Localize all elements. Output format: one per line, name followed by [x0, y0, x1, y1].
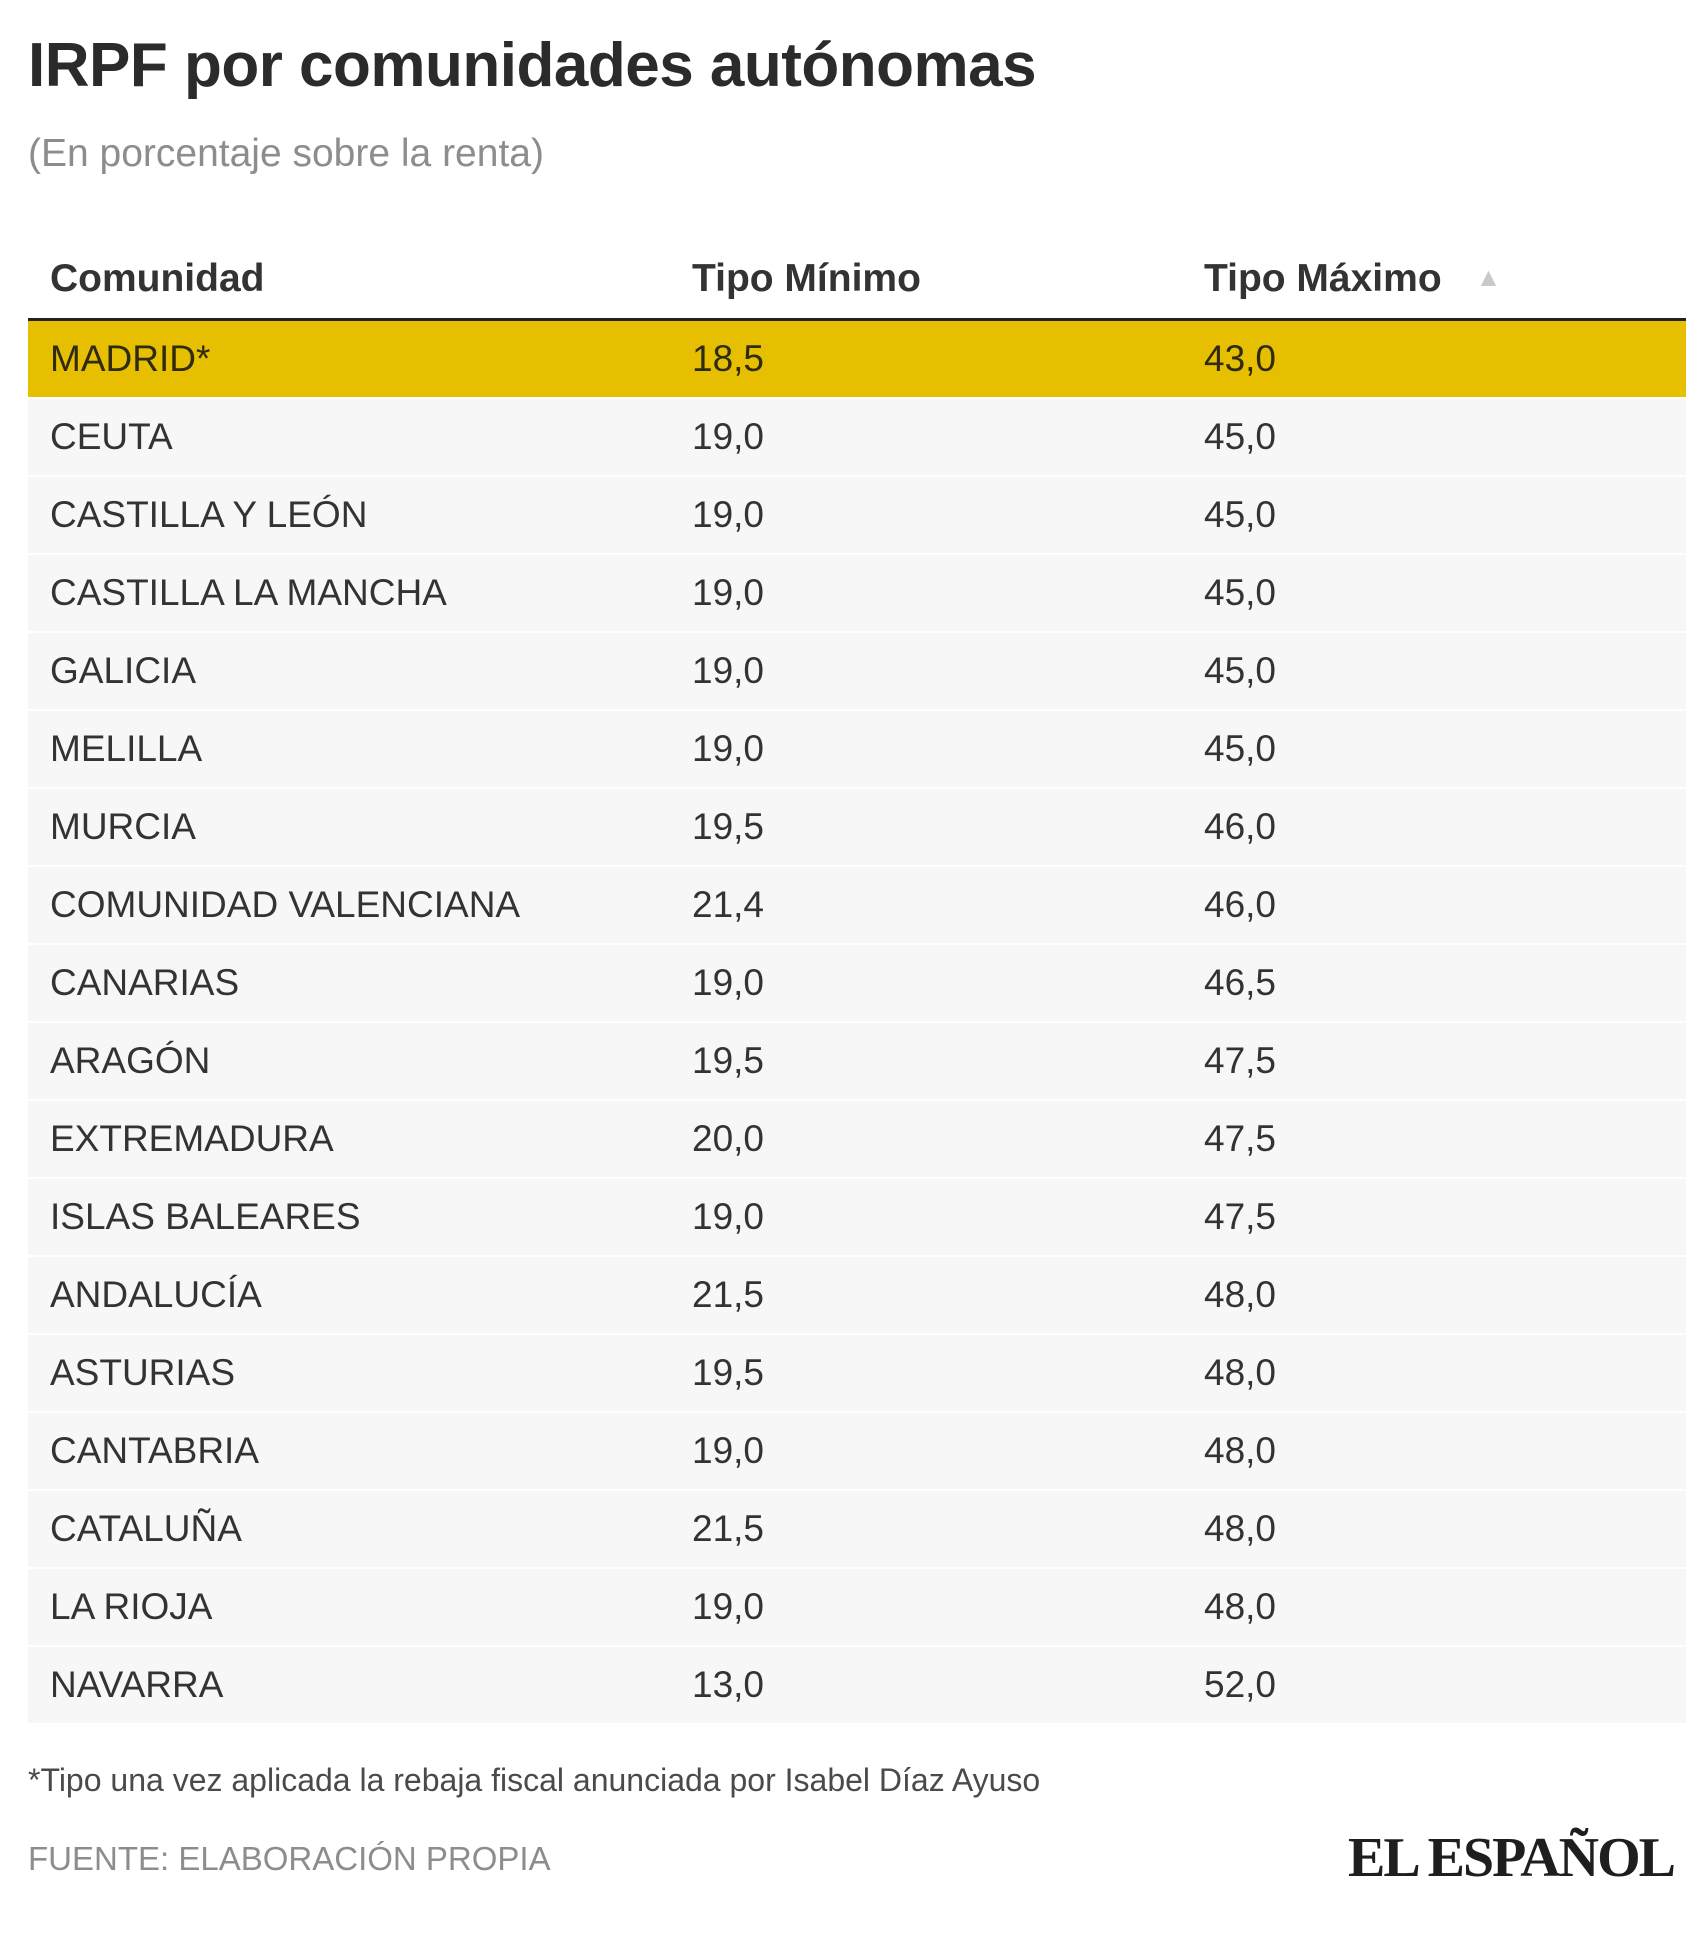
cell-comunidad: CANTABRIA: [28, 1412, 670, 1491]
cell-comunidad: LA RIOJA: [28, 1568, 670, 1647]
table-row: CASTILLA LA MANCHA 19,0 45,0: [28, 554, 1686, 633]
table-row: NAVARRA 13,0 52,0: [28, 1646, 1686, 1725]
cell-tipo-minimo: 19,5: [670, 788, 1182, 867]
cell-comunidad: MURCIA: [28, 788, 670, 867]
cell-comunidad: GALICIA: [28, 632, 670, 711]
cell-comunidad: CASTILLA LA MANCHA: [28, 554, 670, 633]
cell-tipo-minimo: 19,0: [670, 554, 1182, 633]
cell-tipo-minimo: 19,5: [670, 1334, 1182, 1413]
cell-tipo-minimo: 19,0: [670, 1178, 1182, 1257]
table-row: ASTURIAS 19,5 48,0: [28, 1334, 1686, 1413]
cell-tipo-minimo: 21,5: [670, 1256, 1182, 1335]
cell-tipo-maximo: 43,0: [1182, 319, 1686, 399]
cell-comunidad: MADRID*: [28, 319, 670, 399]
table-row: CEUTA 19,0 45,0: [28, 398, 1686, 477]
cell-comunidad: CATALUÑA: [28, 1490, 670, 1569]
cell-tipo-minimo: 19,0: [670, 632, 1182, 711]
cell-tipo-minimo: 19,0: [670, 1568, 1182, 1647]
cell-comunidad: CEUTA: [28, 398, 670, 477]
source-note: FUENTE: ELABORACIÓN PROPIA: [28, 1840, 551, 1877]
column-header-label: Tipo Máximo: [1204, 257, 1442, 300]
column-header-label: Tipo Mínimo: [692, 257, 921, 300]
cell-comunidad: ANDALUCÍA: [28, 1256, 670, 1335]
cell-tipo-maximo: 47,5: [1182, 1178, 1686, 1257]
cell-tipo-maximo: 45,0: [1182, 398, 1686, 477]
cell-comunidad: CANARIAS: [28, 944, 670, 1023]
cell-tipo-minimo: 19,0: [670, 476, 1182, 555]
table-row: MURCIA 19,5 46,0: [28, 788, 1686, 867]
cell-comunidad: ARAGÓN: [28, 1022, 670, 1101]
table-row: COMUNIDAD VALENCIANA 21,4 46,0: [28, 866, 1686, 945]
table-row: GALICIA 19,0 45,0: [28, 632, 1686, 711]
cell-tipo-maximo: 45,0: [1182, 632, 1686, 711]
cell-comunidad: EXTREMADURA: [28, 1100, 670, 1179]
table-row: EXTREMADURA 20,0 47,5: [28, 1100, 1686, 1179]
table-row: CATALUÑA 21,5 48,0: [28, 1490, 1686, 1569]
chart-title: IRPF por comunidades autónomas: [28, 31, 1037, 100]
cell-tipo-maximo: 47,5: [1182, 1022, 1686, 1101]
column-header-comunidad[interactable]: Comunidad: [28, 240, 670, 321]
cell-tipo-minimo: 19,5: [670, 1022, 1182, 1101]
el-espanol-logo: EL ESPAÑOL: [1348, 1827, 1676, 1889]
table-row: CASTILLA Y LEÓN 19,0 45,0: [28, 476, 1686, 555]
column-header-tipo-minimo[interactable]: Tipo Mínimo: [670, 240, 1182, 321]
irpf-table: Comunidad Tipo Mínimo Tipo Máximo ▲ MADRI…: [28, 240, 1686, 1725]
cell-tipo-maximo: 45,0: [1182, 554, 1686, 633]
cell-tipo-maximo: 48,0: [1182, 1412, 1686, 1491]
table-header: Comunidad Tipo Mínimo Tipo Máximo ▲: [28, 240, 1686, 321]
sort-ascending-icon[interactable]: ▲: [1475, 262, 1502, 293]
cell-tipo-minimo: 21,5: [670, 1490, 1182, 1569]
table-row: MELILLA 19,0 45,0: [28, 710, 1686, 789]
header-row: Comunidad Tipo Mínimo Tipo Máximo ▲: [28, 240, 1686, 321]
cell-tipo-maximo: 46,0: [1182, 788, 1686, 867]
cell-tipo-maximo: 45,0: [1182, 710, 1686, 789]
cell-tipo-minimo: 21,4: [670, 866, 1182, 945]
chart-subtitle: (En porcentaje sobre la renta): [28, 132, 544, 175]
table-row: ANDALUCÍA 21,5 48,0: [28, 1256, 1686, 1335]
cell-tipo-minimo: 19,0: [670, 398, 1182, 477]
column-header-tipo-maximo[interactable]: Tipo Máximo ▲: [1182, 240, 1686, 321]
cell-tipo-maximo: 48,0: [1182, 1568, 1686, 1647]
table-row: ARAGÓN 19,5 47,5: [28, 1022, 1686, 1101]
cell-tipo-maximo: 45,0: [1182, 476, 1686, 555]
column-header-label: Comunidad: [50, 257, 265, 300]
table-row: CANTABRIA 19,0 48,0: [28, 1412, 1686, 1491]
cell-comunidad: ISLAS BALEARES: [28, 1178, 670, 1257]
data-table-container: Comunidad Tipo Mínimo Tipo Máximo ▲ MADRI…: [28, 240, 1686, 1725]
cell-comunidad: COMUNIDAD VALENCIANA: [28, 866, 670, 945]
cell-tipo-minimo: 20,0: [670, 1100, 1182, 1179]
cell-tipo-minimo: 13,0: [670, 1646, 1182, 1725]
cell-tipo-maximo: 47,5: [1182, 1100, 1686, 1179]
cell-comunidad: NAVARRA: [28, 1646, 670, 1725]
cell-tipo-minimo: 19,0: [670, 1412, 1182, 1491]
cell-tipo-minimo: 18,5: [670, 319, 1182, 399]
cell-tipo-maximo: 52,0: [1182, 1646, 1686, 1725]
cell-comunidad: ASTURIAS: [28, 1334, 670, 1413]
table-body: MADRID* 18,5 43,0 CEUTA 19,0 45,0 CASTILLA Y L…: [28, 319, 1686, 1725]
cell-tipo-minimo: 19,0: [670, 710, 1182, 789]
footnote: *Tipo una vez aplicada la rebaja fiscal …: [28, 1762, 1041, 1798]
table-row: CANARIAS 19,0 46,5: [28, 944, 1686, 1023]
table-row: LA RIOJA 19,0 48,0: [28, 1568, 1686, 1647]
cell-comunidad: CASTILLA Y LEÓN: [28, 476, 670, 555]
cell-tipo-maximo: 48,0: [1182, 1334, 1686, 1413]
cell-tipo-maximo: 46,0: [1182, 866, 1686, 945]
table-row: ISLAS BALEARES 19,0 47,5: [28, 1178, 1686, 1257]
cell-tipo-maximo: 48,0: [1182, 1256, 1686, 1335]
cell-tipo-minimo: 19,0: [670, 944, 1182, 1023]
table-row: MADRID* 18,5 43,0: [28, 319, 1686, 399]
cell-tipo-maximo: 48,0: [1182, 1490, 1686, 1569]
cell-comunidad: MELILLA: [28, 710, 670, 789]
cell-tipo-maximo: 46,5: [1182, 944, 1686, 1023]
